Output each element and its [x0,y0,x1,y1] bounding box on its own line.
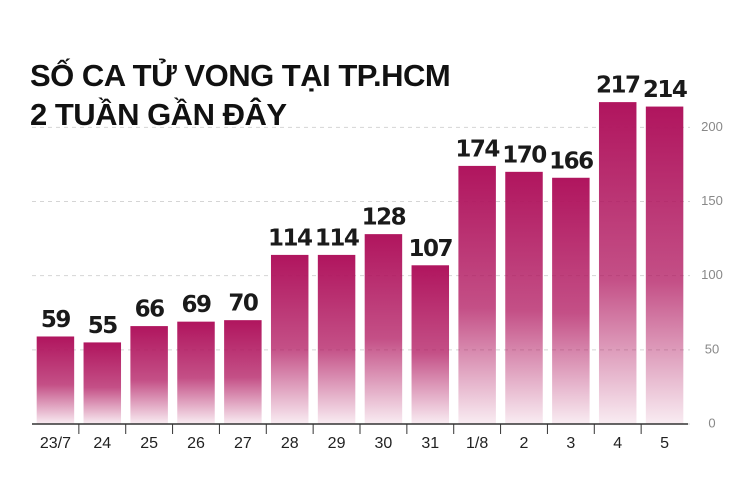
value-label: 214 [643,77,687,103]
x-tick-label: 30 [375,435,393,452]
bar [598,102,637,424]
x-tick-label: 24 [93,435,111,452]
x-tick-label: 31 [421,435,439,452]
bar [458,165,496,424]
value-label: 55 [88,313,118,339]
chart-subtitle: 2 TUẦN GẦN ĐÂY [30,96,287,132]
value-label: 69 [181,292,211,318]
value-label: 128 [362,205,406,231]
y-tick-label: 150 [701,193,723,208]
x-tick-label: 4 [613,435,622,452]
chart-title: SỐ CA TỬ VONG TẠI TP.HCM [30,57,450,93]
value-label: 114 [268,225,312,251]
bar [177,321,215,424]
bar [364,234,403,424]
bar [505,171,543,424]
value-label: 174 [455,136,499,162]
x-tick-label: 3 [566,435,575,452]
value-label: 170 [502,142,546,168]
x-tick-label: 23/7 [40,435,71,452]
value-label: 70 [228,291,258,317]
x-tick-label: 1/8 [466,435,488,452]
bar [411,265,450,424]
x-tick-label: 2 [520,435,529,452]
x-tick-label: 27 [234,435,252,452]
y-tick-label: 100 [701,267,723,282]
bar [36,336,75,424]
x-tick-label: 28 [281,435,299,452]
bar [83,342,122,424]
value-label: 107 [409,236,453,262]
value-label: 114 [315,225,359,251]
x-tick-label: 26 [187,435,205,452]
y-tick-label: 50 [705,341,719,356]
bar [270,254,309,424]
bar [224,320,262,424]
x-tick-label: 25 [140,435,158,452]
bar [130,326,168,424]
y-tick-label: 0 [708,415,715,430]
bar [552,177,590,424]
value-label: 166 [549,148,593,174]
x-tick-label: 5 [660,435,669,452]
y-tick-label: 200 [701,119,723,134]
bar [645,106,684,425]
value-label: 59 [41,307,71,333]
x-tick-label: 29 [328,435,346,452]
bar [317,254,356,424]
value-label: 66 [135,297,165,323]
value-label: 217 [596,73,640,99]
